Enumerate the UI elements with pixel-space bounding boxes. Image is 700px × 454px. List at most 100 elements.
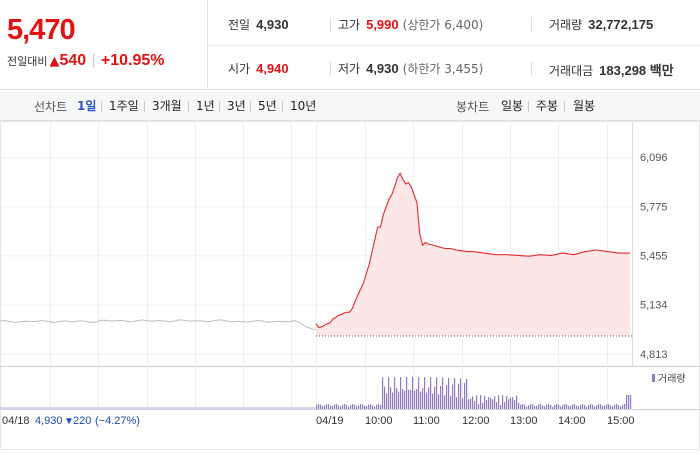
volume-bar bbox=[538, 404, 540, 409]
volume-bar bbox=[374, 406, 376, 409]
volume-bar bbox=[450, 396, 452, 409]
x-tick-label: 12:00 bbox=[462, 415, 490, 427]
down-arrow-icon: ▼ bbox=[64, 416, 74, 427]
volume-bar bbox=[342, 404, 344, 409]
tab-3y[interactable]: 3년 bbox=[227, 99, 246, 113]
volume-bar bbox=[460, 378, 462, 409]
tab-1y[interactable]: 1년 bbox=[196, 99, 215, 113]
volume-bar bbox=[392, 392, 394, 409]
volume-bar bbox=[362, 404, 364, 409]
volume-bar bbox=[430, 377, 432, 409]
change-row: 전일대비 ▲540 | +10.95% bbox=[7, 52, 165, 70]
divider bbox=[564, 101, 565, 112]
line-chart-label: 선차트 bbox=[34, 100, 68, 114]
volume-bar bbox=[570, 405, 572, 409]
volume-bar bbox=[396, 388, 398, 409]
tab-5y[interactable]: 5년 bbox=[258, 99, 277, 113]
volume-bar bbox=[470, 398, 472, 409]
quote-summary: 5,470 전일대비 ▲540 | +10.95% 전일 4,930 고가 5,990 (상… bbox=[0, 0, 700, 90]
change-value: 540 bbox=[59, 52, 87, 69]
volume-bar bbox=[480, 395, 482, 409]
intraday-chart: 6,096 5,775 5,455 5,134 4,813 거래량 04/19 10:00 11… bbox=[0, 121, 700, 450]
tab-monthly[interactable]: 월봉 bbox=[573, 99, 596, 113]
change-label: 전일대비 bbox=[7, 55, 48, 68]
volume-bar bbox=[364, 405, 366, 409]
y-tick-label: 5,775 bbox=[640, 201, 668, 213]
change-percent: +10.95% bbox=[100, 52, 165, 69]
volume-bar bbox=[340, 406, 342, 409]
volume-bar bbox=[474, 401, 476, 409]
previous-day-volume-bars bbox=[0, 407, 316, 409]
divider bbox=[330, 18, 331, 32]
volume: 거래량 32,772,175 bbox=[549, 17, 654, 32]
volume-bar bbox=[612, 406, 614, 409]
x-tick-label: 11:00 bbox=[413, 415, 440, 427]
volume-bar bbox=[432, 393, 434, 409]
y-tick-label: 5,455 bbox=[640, 250, 668, 262]
volume-bar bbox=[556, 404, 558, 409]
divider bbox=[282, 101, 283, 112]
divider bbox=[144, 101, 145, 112]
volume-bar bbox=[552, 406, 554, 409]
volume-bar bbox=[578, 406, 580, 409]
volume-bar bbox=[484, 395, 486, 409]
prev-day-close: 4,930 bbox=[35, 415, 63, 427]
volume-bar bbox=[482, 402, 484, 409]
divider bbox=[528, 101, 529, 112]
volume-bar bbox=[524, 404, 526, 409]
volume-bar bbox=[544, 406, 546, 409]
tab-10y[interactable]: 10년 bbox=[290, 99, 317, 113]
volume-bar bbox=[590, 404, 592, 409]
period-tabbar: 선차트 1일 1주일 3개월 1년 3년 5년 10년 봉차트 일봉 주봉 월봉 bbox=[0, 91, 700, 121]
divider bbox=[250, 101, 251, 112]
volume-bar bbox=[562, 405, 564, 409]
divider bbox=[188, 101, 189, 112]
volume-bar bbox=[436, 377, 438, 409]
tab-daily[interactable]: 일봉 bbox=[501, 99, 524, 113]
volume-bar bbox=[514, 400, 516, 409]
volume-bar bbox=[492, 399, 494, 409]
volume-bar bbox=[318, 404, 320, 409]
volume-bar bbox=[630, 395, 632, 409]
volume-bar bbox=[490, 397, 492, 409]
volume-bar bbox=[334, 404, 336, 409]
tab-1w[interactable]: 1주일 bbox=[109, 99, 139, 113]
volume-bar bbox=[500, 404, 502, 409]
prev-day-change-percent: (−4.27%) bbox=[95, 415, 140, 427]
volume-bar bbox=[346, 404, 348, 409]
volume-bar bbox=[418, 377, 420, 409]
price-box: 5,470 전일대비 ▲540 | +10.95% bbox=[0, 0, 208, 90]
volume-bar bbox=[622, 404, 624, 409]
volume-bar bbox=[478, 404, 480, 409]
x-tick-label: 10:00 bbox=[365, 415, 393, 427]
volume-bar bbox=[420, 391, 422, 409]
x-tick-label: 04/19 bbox=[316, 415, 344, 427]
trade-value: 거래대금 183,298 백만 bbox=[549, 63, 674, 78]
volume-bar bbox=[332, 406, 334, 409]
x-tick-label: 14:00 bbox=[558, 415, 586, 427]
tab-1d[interactable]: 1일 bbox=[77, 99, 97, 113]
volume-bar bbox=[350, 405, 352, 409]
volume-bar bbox=[414, 390, 416, 409]
tab-weekly[interactable]: 주봉 bbox=[536, 99, 559, 113]
volume-bar bbox=[422, 388, 424, 409]
volume-bar bbox=[540, 404, 542, 409]
volume-bar bbox=[476, 395, 478, 409]
volume-bar bbox=[448, 377, 450, 409]
volume-bar bbox=[360, 404, 362, 409]
volume-bar bbox=[610, 405, 612, 409]
volume-bar bbox=[410, 389, 412, 409]
volume-bar bbox=[428, 387, 430, 409]
volume-bar bbox=[568, 406, 570, 409]
volume-bar bbox=[488, 397, 490, 409]
tab-3m[interactable]: 3개월 bbox=[152, 99, 182, 113]
price-area-fill bbox=[316, 173, 630, 336]
volume-bar bbox=[518, 402, 520, 409]
volume-bar bbox=[620, 406, 622, 409]
volume-bar bbox=[526, 406, 528, 409]
volume-bar bbox=[404, 390, 406, 409]
volume-bar bbox=[412, 377, 414, 409]
volume-bar bbox=[498, 395, 500, 409]
volume-bar bbox=[508, 399, 510, 409]
volume-bar bbox=[576, 405, 578, 409]
